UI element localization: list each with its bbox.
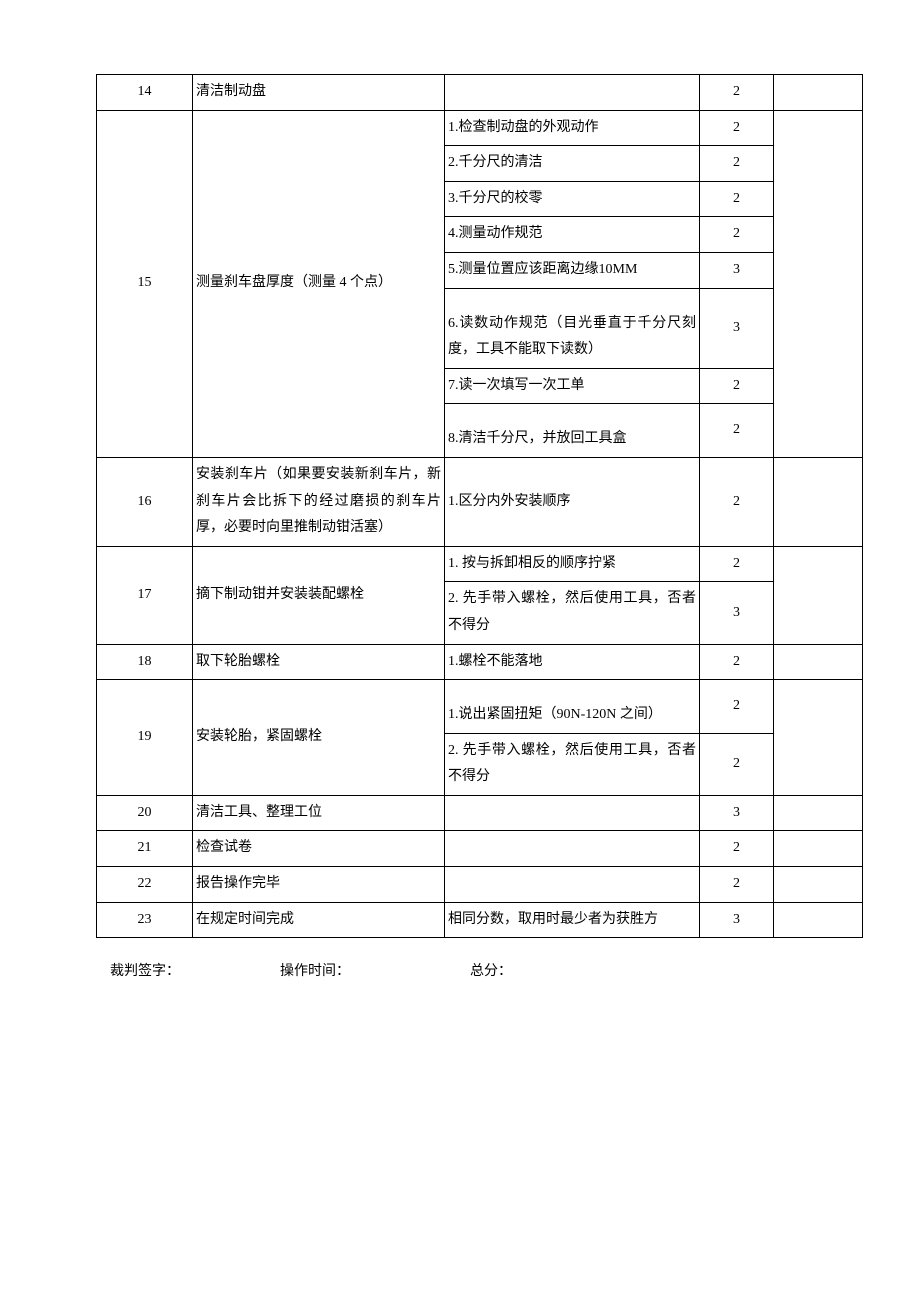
judge-signature-label: 裁判签字： (110, 960, 280, 980)
score-value: 2 (700, 146, 774, 182)
blank-cell (774, 867, 863, 903)
score-value: 2 (700, 217, 774, 253)
score-value: 3 (700, 582, 774, 644)
table-row: 21检查试卷 2 (97, 831, 863, 867)
step-description: 安装刹车片（如果要安装新刹车片，新刹车片会比拆下的经过磨损的刹车片厚，必要时向里… (193, 457, 445, 546)
blank-cell (774, 110, 863, 457)
row-number: 20 (97, 795, 193, 831)
row-number: 14 (97, 75, 193, 111)
step-description: 报告操作完毕 (193, 867, 445, 903)
row-number: 23 (97, 902, 193, 938)
table-row: 19安装轮胎，紧固螺栓1.说出紧固扭矩（90N-120N 之间）2 (97, 680, 863, 734)
requirement-text (445, 795, 700, 831)
document-page: 14清洁制动盘215测量刹车盘厚度（测量 4 个点）1.检查制动盘的外观动作22… (0, 0, 920, 1301)
blank-cell (774, 902, 863, 938)
requirement-text: 6.读数动作规范（目光垂直于千分尺刻度，工具不能取下读数） (445, 288, 700, 368)
row-number: 19 (97, 680, 193, 796)
step-description: 清洁制动盘 (193, 75, 445, 111)
requirement-text: 7.读一次填写一次工单 (445, 368, 700, 404)
total-score-label: 总分： (470, 960, 512, 980)
score-value: 2 (700, 110, 774, 146)
score-value: 3 (700, 252, 774, 288)
score-value: 2 (700, 181, 774, 217)
requirement-text (445, 831, 700, 867)
step-description: 取下轮胎螺栓 (193, 644, 445, 680)
score-value: 3 (700, 902, 774, 938)
row-number: 15 (97, 110, 193, 457)
score-value: 2 (700, 831, 774, 867)
requirement-text: 2.千分尺的清洁 (445, 146, 700, 182)
step-description: 检查试卷 (193, 831, 445, 867)
score-value: 2 (700, 680, 774, 734)
requirement-text: 相同分数，取用时最少者为获胜方 (445, 902, 700, 938)
step-description: 清洁工具、整理工位 (193, 795, 445, 831)
score-value: 2 (700, 644, 774, 680)
row-number: 17 (97, 546, 193, 644)
row-number: 22 (97, 867, 193, 903)
step-description: 摘下制动钳并安装装配螺栓 (193, 546, 445, 644)
blank-cell (774, 546, 863, 644)
score-value: 3 (700, 288, 774, 368)
score-value: 2 (700, 404, 774, 458)
blank-cell (774, 680, 863, 796)
requirement-text: 3.千分尺的校零 (445, 181, 700, 217)
requirement-text: 1.检查制动盘的外观动作 (445, 110, 700, 146)
table-row: 23在规定时间完成相同分数，取用时最少者为获胜方3 (97, 902, 863, 938)
requirement-text: 4.测量动作规范 (445, 217, 700, 253)
footer-line: 裁判签字： 操作时间： 总分： (96, 960, 860, 980)
score-value: 2 (700, 546, 774, 582)
table-row: 14清洁制动盘 2 (97, 75, 863, 111)
requirement-text: 1. 按与拆卸相反的顺序拧紧 (445, 546, 700, 582)
requirement-text: 2. 先手带入螺栓，然后使用工具，否者不得分 (445, 733, 700, 795)
requirement-text (445, 75, 700, 111)
blank-cell (774, 831, 863, 867)
row-number: 18 (97, 644, 193, 680)
score-value: 2 (700, 867, 774, 903)
requirement-text: 1.说出紧固扭矩（90N-120N 之间） (445, 680, 700, 734)
row-number: 16 (97, 457, 193, 546)
step-description: 在规定时间完成 (193, 902, 445, 938)
table-row: 17摘下制动钳并安装装配螺栓1. 按与拆卸相反的顺序拧紧2 (97, 546, 863, 582)
table-row: 22报告操作完毕 2 (97, 867, 863, 903)
row-number: 21 (97, 831, 193, 867)
blank-cell (774, 457, 863, 546)
table-row: 20清洁工具、整理工位 3 (97, 795, 863, 831)
blank-cell (774, 75, 863, 111)
requirement-text: 2. 先手带入螺栓，然后使用工具，否者不得分 (445, 582, 700, 644)
score-value: 2 (700, 733, 774, 795)
operation-time-label: 操作时间： (280, 960, 470, 980)
step-description: 安装轮胎，紧固螺栓 (193, 680, 445, 796)
requirement-text: 1.区分内外安装顺序 (445, 457, 700, 546)
scoring-table: 14清洁制动盘215测量刹车盘厚度（测量 4 个点）1.检查制动盘的外观动作22… (96, 74, 863, 938)
score-value: 2 (700, 75, 774, 111)
table-row: 15测量刹车盘厚度（测量 4 个点）1.检查制动盘的外观动作2 (97, 110, 863, 146)
blank-cell (774, 644, 863, 680)
blank-cell (774, 795, 863, 831)
table-row: 16安装刹车片（如果要安装新刹车片，新刹车片会比拆下的经过磨损的刹车片厚，必要时… (97, 457, 863, 546)
table-row: 18取下轮胎螺栓1.螺栓不能落地2 (97, 644, 863, 680)
score-value: 2 (700, 368, 774, 404)
requirement-text: 5.测量位置应该距离边缘10MM (445, 252, 700, 288)
requirement-text: 1.螺栓不能落地 (445, 644, 700, 680)
score-value: 2 (700, 457, 774, 546)
step-description: 测量刹车盘厚度（测量 4 个点） (193, 110, 445, 457)
requirement-text: 8.清洁千分尺，并放回工具盒 (445, 404, 700, 458)
requirement-text (445, 867, 700, 903)
score-value: 3 (700, 795, 774, 831)
